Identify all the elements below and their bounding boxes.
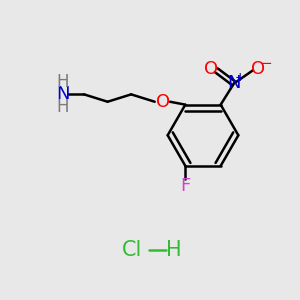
Text: O: O bbox=[157, 93, 171, 111]
Text: F: F bbox=[180, 177, 190, 195]
Text: Cl: Cl bbox=[122, 240, 142, 260]
Text: H: H bbox=[56, 73, 69, 91]
Text: O: O bbox=[204, 60, 218, 78]
Text: O: O bbox=[251, 60, 266, 78]
Text: H: H bbox=[166, 240, 182, 260]
Text: −: − bbox=[259, 56, 272, 71]
Text: N: N bbox=[227, 74, 241, 92]
Text: H: H bbox=[56, 98, 69, 116]
Text: N: N bbox=[56, 85, 69, 103]
Text: +: + bbox=[235, 70, 246, 83]
